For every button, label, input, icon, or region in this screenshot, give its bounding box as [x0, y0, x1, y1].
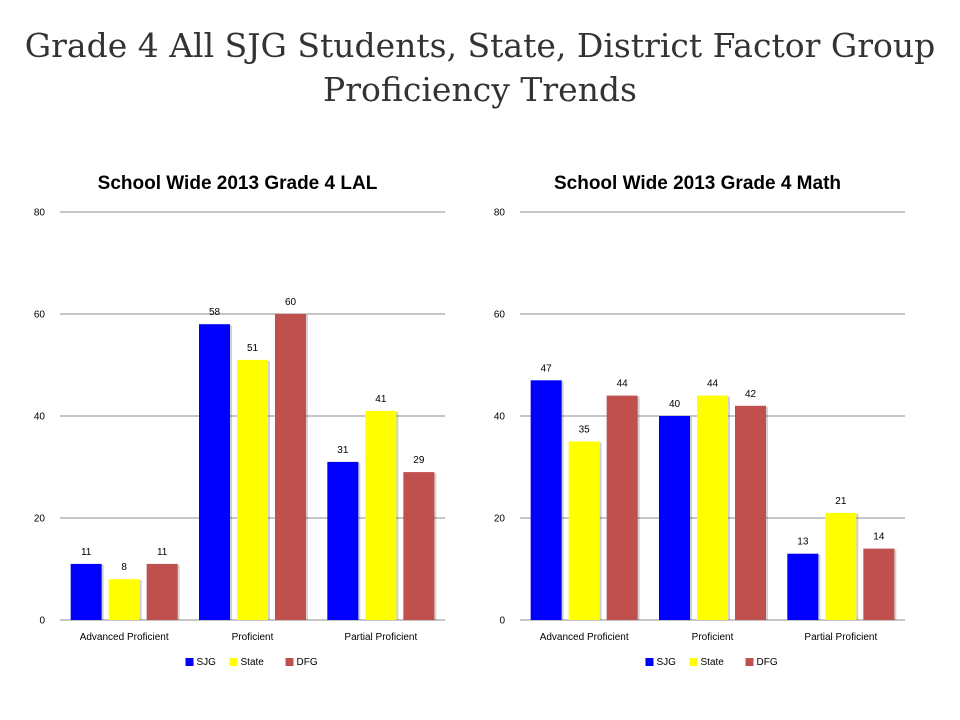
- lal-data-label: 11: [81, 547, 92, 558]
- math-bar-dfg-1: [735, 405, 766, 620]
- math-y-tick-label: 40: [494, 412, 506, 423]
- math-bar-state-0: [568, 441, 600, 620]
- math-bar-sjg-1: [659, 416, 690, 620]
- lal-data-label: 60: [285, 297, 297, 308]
- math-data-label: 44: [617, 379, 629, 390]
- lal-y-tick-label: 20: [34, 514, 46, 525]
- lal-data-label: 29: [413, 455, 425, 466]
- lal-data-label: 41: [375, 394, 387, 405]
- lal-data-label: 8: [121, 562, 127, 573]
- math-bar-sjg-0: [530, 380, 562, 620]
- math-y-tick-label: 80: [494, 208, 506, 219]
- math-bar-state-1: [697, 395, 728, 620]
- math-data-label: 44: [707, 379, 719, 390]
- math-chart-title: School Wide 2013 Grade 4 Math: [554, 173, 841, 194]
- lal-legend-label: State: [241, 657, 265, 668]
- math-legend-swatch-dfg: [745, 658, 754, 666]
- math-y-tick-label: 0: [499, 616, 505, 627]
- math-data-label: 14: [873, 532, 885, 543]
- slide-title-line-2: Proficiency Trends: [323, 70, 637, 109]
- lal-category-label: Advanced Proficient: [80, 632, 169, 643]
- lal-data-label: 58: [209, 307, 221, 318]
- lal-bar-state-0: [108, 579, 140, 620]
- lal-legend-swatch-sjg: [185, 658, 194, 666]
- math-legend-label: DFG: [757, 657, 778, 668]
- lal-y-tick-label: 80: [34, 208, 46, 219]
- lal-legend-label: SJG: [197, 657, 217, 668]
- lal-y-tick-label: 0: [39, 616, 45, 627]
- lal-bar-sjg-2: [327, 461, 359, 620]
- lal-y-tick-label: 40: [34, 412, 46, 423]
- math-chart: School Wide 2013 Grade 4 Math 0 20 40 60 80 47…: [494, 173, 905, 668]
- lal-y-tick-label: 60: [34, 310, 46, 321]
- lal-bar-sjg-0: [70, 563, 102, 620]
- math-data-label: 40: [669, 399, 681, 410]
- math-bar-dfg-2: [863, 548, 895, 620]
- math-bar-sjg-2: [787, 553, 819, 620]
- slide-title-line-1: Grade 4 All SJG Students, State, Distric…: [24, 26, 936, 65]
- lal-bar-dfg-0: [146, 563, 178, 620]
- lal-chart-title: School Wide 2013 Grade 4 LAL: [98, 173, 378, 194]
- lal-legend-label: DFG: [297, 657, 318, 668]
- math-data-label: 21: [835, 496, 847, 507]
- math-legend-swatch-state: [689, 658, 698, 666]
- math-data-label: 47: [541, 363, 553, 374]
- lal-bar-sjg-1: [199, 324, 230, 620]
- lal-legend-swatch-dfg: [285, 658, 294, 666]
- slide-title: Grade 4 All SJG Students, State, Distric…: [0, 24, 960, 112]
- math-data-label: 42: [745, 389, 757, 400]
- math-bar-state-2: [825, 512, 857, 620]
- lal-legend-swatch-state: [229, 658, 238, 666]
- lal-bar-state-2: [365, 410, 397, 620]
- lal-chart: School Wide 2013 Grade 4 LAL 0 20 40 60 80 11 8…: [34, 173, 445, 668]
- math-data-label: 35: [579, 425, 591, 436]
- math-y-tick-label: 20: [494, 514, 506, 525]
- lal-category-label: Partial Proficient: [344, 632, 417, 643]
- lal-data-label: 11: [157, 547, 168, 558]
- math-legend-swatch-sjg: [645, 658, 654, 666]
- math-category-label: Proficient: [692, 632, 734, 643]
- lal-category-label: Proficient: [232, 632, 274, 643]
- math-legend-label: State: [701, 657, 725, 668]
- math-bar-dfg-0: [606, 395, 638, 620]
- math-data-label: 13: [797, 537, 809, 548]
- math-legend-label: SJG: [657, 657, 677, 668]
- lal-bar-dfg-2: [403, 472, 435, 620]
- math-category-label: Advanced Proficient: [540, 632, 629, 643]
- math-category-label: Partial Proficient: [804, 632, 877, 643]
- math-y-tick-label: 60: [494, 310, 506, 321]
- lal-bar-dfg-1: [275, 314, 306, 620]
- lal-data-label: 51: [247, 343, 259, 354]
- lal-bar-state-1: [237, 359, 268, 620]
- lal-data-label: 31: [337, 445, 349, 456]
